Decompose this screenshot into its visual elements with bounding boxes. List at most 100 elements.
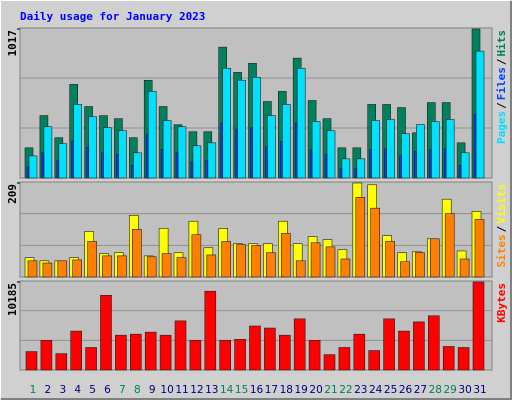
bar <box>371 120 381 179</box>
bar <box>42 262 53 278</box>
bar <box>383 318 395 371</box>
bar <box>43 126 53 179</box>
chart-title: Daily usage for January 2023 <box>20 10 205 23</box>
bar <box>427 315 440 371</box>
bar <box>85 347 97 371</box>
bar <box>369 148 373 179</box>
bar <box>386 119 395 179</box>
bar <box>25 351 38 371</box>
bar <box>87 241 97 278</box>
bar <box>116 153 119 179</box>
bar <box>55 353 68 371</box>
bar <box>475 50 485 179</box>
bar <box>86 146 89 179</box>
x-tick-label: 11 <box>175 384 188 396</box>
bar <box>267 115 276 179</box>
bar <box>339 168 343 179</box>
x-tick-label: 30 <box>458 384 471 396</box>
legend-entry: Visits <box>495 184 508 224</box>
bar <box>174 320 187 371</box>
bar <box>309 149 313 179</box>
legend-entry: Pages <box>495 111 508 144</box>
x-tick-label: 2 <box>45 384 52 396</box>
bar <box>311 121 321 179</box>
x-tick-label: 4 <box>74 384 81 396</box>
bar <box>265 146 268 179</box>
bar <box>41 152 45 179</box>
x-tick-label: 22 <box>339 384 352 396</box>
bar <box>146 256 157 278</box>
bar <box>368 350 381 371</box>
legend-separator: / <box>495 225 508 232</box>
bar <box>58 143 68 179</box>
bar <box>398 330 410 371</box>
bar <box>161 253 172 278</box>
bar <box>191 234 202 278</box>
bar <box>221 241 231 278</box>
bar <box>159 334 172 371</box>
legend: Sites /Visits <box>495 184 508 268</box>
x-tick-label: 29 <box>444 384 457 396</box>
x-tick-label: 8 <box>134 384 141 396</box>
x-tick-label: 17 <box>265 384 278 396</box>
x-tick-label: 23 <box>354 384 367 396</box>
x-tick-label: 16 <box>250 384 264 396</box>
bar <box>460 152 470 179</box>
bar <box>118 130 127 179</box>
bar <box>26 166 30 179</box>
bar <box>101 152 104 179</box>
x-tick-label: 24 <box>369 384 383 396</box>
bar <box>474 219 485 278</box>
bar <box>293 318 306 371</box>
bar <box>177 126 187 179</box>
bar <box>338 347 351 371</box>
bar <box>281 104 291 179</box>
bar <box>280 233 291 278</box>
bar <box>457 347 470 371</box>
bar <box>459 258 470 278</box>
bar <box>356 158 366 179</box>
x-tick-label: 28 <box>429 384 442 396</box>
x-tick-label: 14 <box>220 384 234 396</box>
bar <box>310 242 321 278</box>
bar <box>133 152 142 179</box>
bar <box>400 261 410 278</box>
x-tick-label: 27 <box>414 384 427 396</box>
bar <box>130 333 142 371</box>
bar <box>145 134 149 179</box>
bar <box>370 207 381 278</box>
bar <box>445 119 455 179</box>
bar <box>100 295 112 371</box>
y-tick-label: 10185 <box>6 283 19 316</box>
legend-entry: KBytes <box>495 283 508 323</box>
bar <box>384 148 387 179</box>
bar <box>279 140 283 179</box>
bar <box>413 321 425 371</box>
bar <box>206 254 217 278</box>
bar <box>219 340 231 371</box>
x-tick-label: 1 <box>30 384 37 396</box>
bar <box>117 255 127 278</box>
bar <box>220 122 223 179</box>
bar <box>401 133 410 179</box>
bar <box>73 104 82 179</box>
bar <box>28 155 38 179</box>
y-tick-label: 209 <box>6 184 19 204</box>
bar <box>192 145 202 179</box>
bar <box>131 165 134 179</box>
bar <box>204 290 217 371</box>
bar <box>251 245 261 278</box>
bar <box>324 153 328 179</box>
x-tick-label: 21 <box>324 384 337 396</box>
x-tick-label: 13 <box>205 384 218 396</box>
bar <box>458 165 462 179</box>
bar <box>175 152 179 179</box>
bar <box>57 260 68 278</box>
bar <box>353 333 366 371</box>
bar <box>115 334 127 371</box>
x-tick-label: 25 <box>384 384 397 396</box>
bar <box>71 140 74 179</box>
x-tick-label: 6 <box>104 384 111 396</box>
bar <box>249 325 261 371</box>
bar <box>325 246 336 278</box>
